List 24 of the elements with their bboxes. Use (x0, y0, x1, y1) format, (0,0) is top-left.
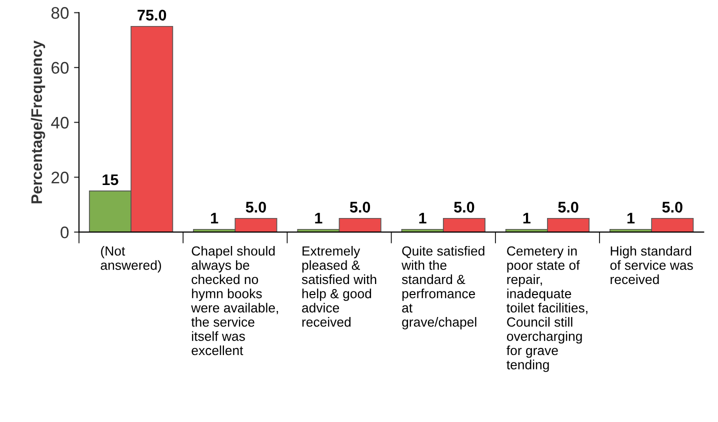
data-label: 1 (315, 212, 322, 224)
y-tick-label: 60 (52, 62, 69, 74)
data-label: 5.0 (662, 202, 682, 213)
category-label: Cemetery in poor state of repair, inadequate toilet facilities, Council still overcharging for grave tending (506, 246, 588, 372)
y-tick-label: 20 (52, 172, 69, 184)
y-tick-label: 40 (51, 116, 69, 129)
data-label: 1 (627, 212, 635, 224)
data-label: 5.0 (350, 202, 370, 213)
y-tick-label: 80 (51, 7, 69, 19)
x-tick-label: Extremely pleased & satisfied with help & good advice received (302, 246, 376, 327)
data-label: 1 (523, 212, 530, 224)
data-label: 1 (419, 212, 426, 224)
x-tick-label: Chapel should always be checked no hymn books were available, the service itself was excellent (191, 246, 278, 356)
x-tick-label: High standard of service was received (610, 246, 693, 284)
data-label: 5.0 (454, 202, 474, 213)
data-label: 75.0 (138, 10, 166, 21)
data-label: 5.0 (558, 202, 578, 213)
data-label: 15 (102, 174, 118, 186)
x-tick-label: Quite satisfied with the standard & perfromance at grave/chapel (402, 246, 484, 330)
x-tick-label: (Not answered) (100, 246, 162, 272)
y-tick-label: 0 (60, 226, 69, 238)
y-axis-title: Percentage/Frequency (30, 40, 46, 204)
data-label: 1 (211, 212, 218, 224)
data-label: 5.0 (246, 202, 266, 213)
